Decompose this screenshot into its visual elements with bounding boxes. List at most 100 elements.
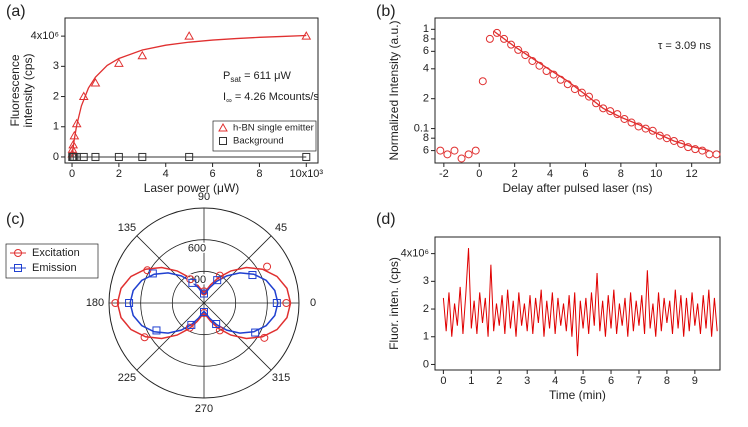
marker <box>698 146 707 155</box>
marker <box>260 333 269 342</box>
fit-line <box>493 30 710 152</box>
marker <box>613 110 622 119</box>
marker <box>549 70 558 79</box>
y-tick-label: 4x10⁶ <box>401 248 429 260</box>
annotation: I∞ = 4.26 Mcounts/s <box>223 91 319 105</box>
x-tick-label: 5 <box>580 375 586 387</box>
data-line <box>442 248 718 357</box>
marker <box>648 126 657 135</box>
marker <box>478 77 487 86</box>
marker <box>78 91 89 101</box>
marker <box>500 34 509 43</box>
annotation-base: P <box>223 70 230 82</box>
annotation-base: I <box>223 91 226 103</box>
y-tick-label: 2 <box>423 303 429 315</box>
marker <box>457 154 466 163</box>
marker <box>251 328 260 337</box>
r-tick-label: 600 <box>188 243 206 255</box>
marker <box>592 99 601 108</box>
marker <box>641 124 650 133</box>
marker <box>138 152 147 161</box>
marker <box>68 139 79 149</box>
x-tick-label: 6 <box>210 168 216 180</box>
marker <box>69 130 80 140</box>
marker <box>464 150 473 159</box>
y-tick-label: 8 <box>423 33 429 45</box>
marker <box>563 80 572 89</box>
marker <box>14 249 22 257</box>
marker <box>14 264 22 272</box>
plot-frame <box>434 236 721 371</box>
annotation-sub: ∞ <box>226 96 232 105</box>
marker <box>263 262 272 271</box>
marker <box>282 299 291 307</box>
marker <box>301 31 312 40</box>
marker <box>219 137 227 145</box>
marker <box>705 150 714 159</box>
x-tick-label: 2 <box>512 168 518 180</box>
marker <box>152 326 161 335</box>
panel-label: (b) <box>376 3 396 20</box>
angle-label: 315 <box>272 372 290 384</box>
x-tick-label: 10x10³ <box>289 168 323 180</box>
y-tick-label: 0 <box>53 151 59 163</box>
x-axis-label: Delay after pulsed laser (ns) <box>502 181 652 195</box>
marker <box>111 299 120 307</box>
fit-curve <box>129 272 279 334</box>
marker <box>634 122 643 131</box>
marker <box>620 114 629 123</box>
x-tick-label: 2 <box>116 168 122 180</box>
y-axis-label: Normalized Intensity (a.u.) <box>387 20 401 160</box>
marker <box>137 50 148 60</box>
marker <box>492 28 501 37</box>
annotation: Psat = 611 μW <box>223 70 291 84</box>
y-tick-label: 2 <box>53 90 59 102</box>
x-tick-label: 0 <box>476 168 482 180</box>
y-axis-label: Fluorescence <box>8 54 22 126</box>
marker <box>125 299 134 307</box>
marker <box>188 278 197 287</box>
x-tick-label: 0 <box>440 375 446 387</box>
x-tick-label: 8 <box>256 168 262 180</box>
y-tick-label: 3 <box>423 275 429 287</box>
legend-box <box>212 120 317 152</box>
x-tick-label: 8 <box>664 375 670 387</box>
x-tick-label: 4 <box>552 375 558 387</box>
marker <box>79 152 88 161</box>
annotation: τ = 3.09 ns <box>658 40 711 52</box>
legend-label: Excitation <box>32 247 80 259</box>
legend-label: Emission <box>32 262 77 274</box>
marker <box>272 299 281 307</box>
y-tick-label: 4x10⁶ <box>31 30 59 42</box>
angle-label: 135 <box>118 222 136 234</box>
marker <box>71 118 82 128</box>
annotation-sub: sat <box>230 75 241 84</box>
marker <box>67 144 78 153</box>
y-tick-label: 8 <box>423 132 429 144</box>
y-tick-label: 0.1 <box>414 122 429 134</box>
y-tick-label: 1 <box>53 121 59 133</box>
y-tick-label: 6 <box>423 45 429 57</box>
y-tick-label: 0 <box>423 358 429 370</box>
fit-curve <box>116 266 292 340</box>
marker <box>148 269 157 278</box>
x-tick-label: -2 <box>439 168 449 180</box>
y-tick-label: 3 <box>53 60 59 72</box>
angle-label: 225 <box>118 372 136 384</box>
marker <box>184 31 195 40</box>
y-tick-label: 1 <box>423 331 429 343</box>
marker <box>215 271 224 280</box>
y-tick-label: 4 <box>423 63 429 75</box>
x-tick-label: 3 <box>524 375 530 387</box>
marker <box>185 323 194 332</box>
marker <box>140 333 149 342</box>
marker <box>556 75 565 84</box>
y-axis-label: Fluor. inten. (cps) <box>387 257 401 350</box>
x-tick-label: 1 <box>468 375 474 387</box>
marker <box>535 61 544 70</box>
marker <box>185 152 194 161</box>
marker <box>114 152 123 161</box>
annotation-text: = 611 μW <box>241 70 291 82</box>
x-tick-label: 12 <box>686 168 698 180</box>
